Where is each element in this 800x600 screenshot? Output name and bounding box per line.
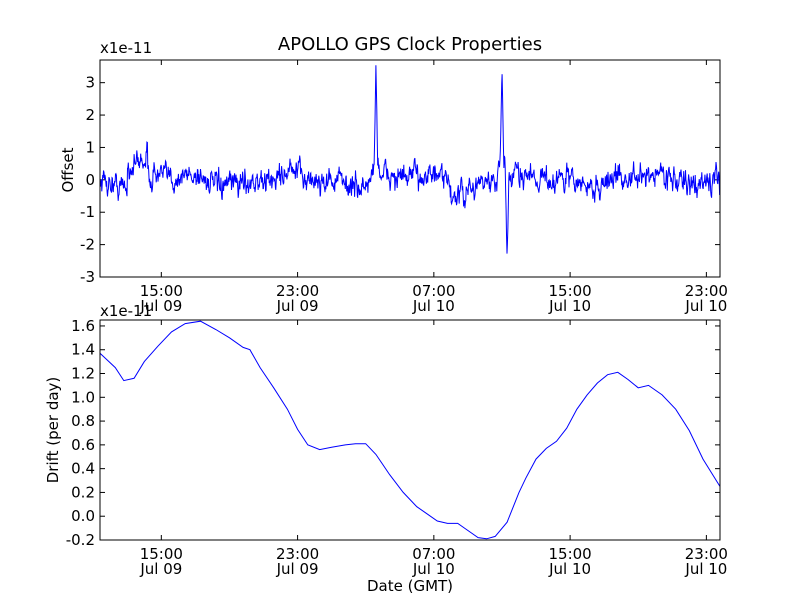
xtick-time-label: 23:00 [276, 282, 319, 300]
ytick-label: 1.6 [71, 317, 95, 335]
xtick-time-label: 15:00 [140, 282, 183, 300]
chart-title: APOLLO GPS Clock Properties [278, 34, 542, 55]
ytick-label: 1.2 [71, 365, 95, 383]
ytick-label: 1.4 [71, 341, 95, 359]
offset-scale-label: x1e-11 [100, 39, 152, 57]
ytick-label: 0.0 [71, 507, 95, 525]
ytick-label: 0.6 [71, 436, 95, 454]
ytick-label: 0.8 [71, 412, 95, 430]
drift-yticks: -0.2 0.0 0.2 0.4 0.6 0.8 1.0 1.2 1.4 1.6 [66, 317, 720, 549]
xtick-time-label: 15:00 [548, 282, 591, 300]
offset-ylabel: Offset [59, 147, 77, 192]
xtick-date-label: Jul 10 [548, 297, 591, 315]
ytick-label: 2 [85, 106, 95, 124]
ytick-label: 0.2 [71, 483, 95, 501]
ytick-label: -1 [80, 203, 95, 221]
ytick-label: 0.4 [71, 460, 95, 478]
drift-panel: x1e-11 Drift (per day) Date (GMT) -0.2 0.… [44, 302, 728, 595]
ytick-label: 1 [85, 138, 95, 156]
xtick-date-label: Jul 10 [684, 297, 727, 315]
xtick-date-label: Jul 10 [684, 560, 727, 578]
xtick-time-label: 07:00 [412, 545, 455, 563]
ytick-label: -3 [80, 268, 95, 286]
drift-axes-frame [99, 319, 721, 541]
drift-ylabel: Drift (per day) [44, 377, 62, 484]
xtick-date-label: Jul 10 [412, 297, 455, 315]
xtick-date-label: Jul 09 [276, 297, 319, 315]
drift-series-line [99, 320, 721, 540]
drift-scale-label: x1e-11 [100, 302, 152, 320]
ytick-label: 0 [85, 171, 95, 189]
xtick-time-label: 23:00 [685, 545, 728, 563]
xtick-date-label: Jul 10 [548, 560, 591, 578]
xtick-time-label: 23:00 [685, 282, 728, 300]
xtick-date-label: Jul 09 [139, 560, 182, 578]
xtick-date-label: Jul 09 [139, 297, 182, 315]
xtick-time-label: 23:00 [276, 545, 319, 563]
offset-axes-frame [99, 59, 721, 278]
ytick-label: 1.0 [71, 388, 95, 406]
ytick-label: -2 [80, 236, 95, 254]
xtick-time-label: 07:00 [412, 282, 455, 300]
xtick-date-label: Jul 09 [276, 560, 319, 578]
drift-xlabel: Date (GMT) [367, 577, 453, 595]
ytick-label: -0.2 [66, 531, 95, 549]
xtick-time-label: 15:00 [140, 545, 183, 563]
ytick-label: 3 [85, 74, 95, 92]
offset-series-line [99, 65, 721, 254]
xtick-date-label: Jul 10 [412, 560, 455, 578]
xtick-time-label: 15:00 [548, 545, 591, 563]
